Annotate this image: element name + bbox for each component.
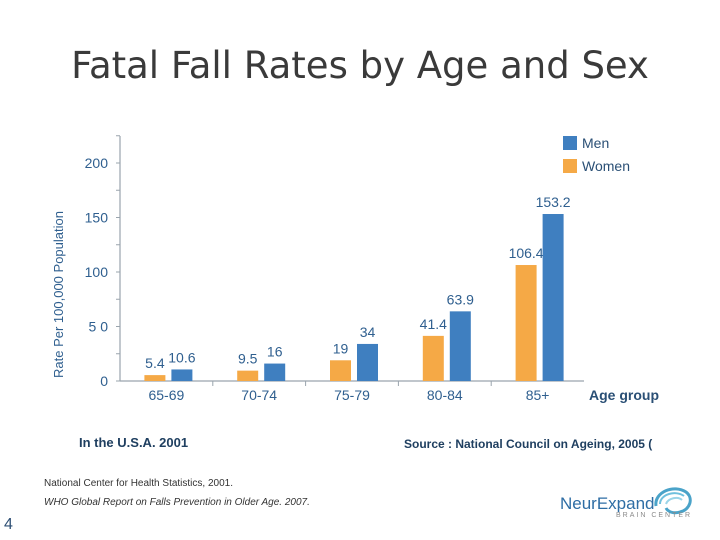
bar-men-65-69 — [171, 369, 193, 381]
data-label-women-80-84: 41.4 — [420, 316, 447, 332]
data-label-women-70-74: 9.5 — [238, 351, 258, 367]
data-label-men-75-79: 34 — [360, 324, 376, 340]
x-tick-label: 65-69 — [148, 387, 184, 403]
y-tick-label: 5 0 — [89, 319, 109, 335]
legend-label-women: Women — [582, 158, 630, 174]
page-number: 4 — [4, 516, 13, 533]
reference-2: WHO Global Report on Falls Prevention in… — [44, 497, 310, 508]
legend-label-men: Men — [582, 135, 609, 151]
legend-swatch-women — [563, 159, 577, 173]
bar-men-75-79 — [357, 343, 378, 381]
data-label-women-65-69: 5.4 — [145, 355, 165, 371]
logo-tagline: BRAIN CENTER — [616, 512, 693, 519]
logo-name: NeurExpand — [560, 494, 655, 513]
bar-men-70-74 — [264, 363, 286, 381]
x-tick-label: 75-79 — [334, 387, 370, 403]
bar-men-85+ — [542, 214, 564, 381]
bar-women-65-69 — [144, 375, 166, 381]
brain-logo-icon — [654, 487, 692, 515]
bar-men-80-84 — [449, 311, 471, 381]
y-tick-label: 200 — [85, 155, 109, 171]
bar-women-80-84 — [422, 335, 444, 381]
footer-source: Source : National Council on Ageing, 200… — [404, 437, 653, 451]
y-tick-label: 0 — [100, 373, 108, 389]
logo: NeurExpand BRAIN CENTER — [556, 484, 696, 524]
y-tick-label: 150 — [85, 210, 109, 226]
y-tick-label: 100 — [85, 264, 109, 280]
data-label-men-65-69: 10.6 — [168, 349, 195, 365]
data-label-men-85+: 153.2 — [536, 194, 571, 210]
reference-1: National Center for Health Statistics, 2… — [44, 478, 233, 489]
footer-location: In the U.S.A. 2001 — [79, 435, 189, 450]
data-label-women-75-79: 19 — [333, 340, 349, 356]
x-tick-label: 70-74 — [241, 387, 277, 403]
x-tick-label: 80-84 — [427, 387, 463, 403]
chart-title: Fatal Fall Rates by Age and Sex — [71, 44, 649, 87]
data-label-women-85+: 106.4 — [509, 245, 544, 261]
data-label-men-70-74: 16 — [267, 344, 283, 360]
data-label-men-80-84: 63.9 — [447, 291, 474, 307]
legend-swatch-men — [563, 136, 577, 150]
bar-women-75-79 — [330, 360, 351, 381]
bar-women-70-74 — [237, 370, 259, 381]
bar-women-85+ — [515, 265, 537, 381]
x-axis-label: Age group — [589, 387, 659, 403]
x-tick-label: 85+ — [526, 387, 550, 403]
